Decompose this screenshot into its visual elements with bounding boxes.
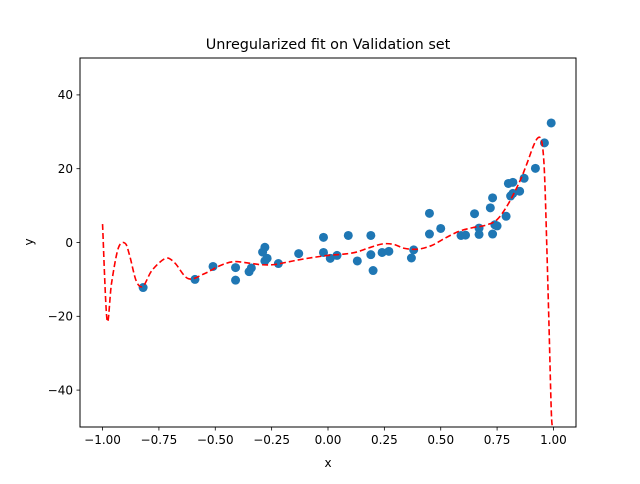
data-point xyxy=(384,246,394,256)
x-tick-label: 0.00 xyxy=(315,433,342,447)
data-point xyxy=(366,230,376,240)
data-point xyxy=(366,250,376,260)
data-point xyxy=(352,256,362,266)
y-tick-label: −20 xyxy=(48,310,73,324)
data-point xyxy=(424,208,434,218)
data-point xyxy=(508,177,518,187)
data-point xyxy=(488,193,498,203)
data-point xyxy=(492,221,502,231)
data-point xyxy=(406,253,416,263)
scatter-points xyxy=(138,118,556,293)
data-point xyxy=(519,173,529,183)
data-point xyxy=(461,230,471,240)
fit-curve xyxy=(101,136,554,427)
axis-ticks: −1.00 −0.75 −0.50 −0.25 0.00 0.25 0.50 0.75 1.00… xyxy=(48,88,567,447)
data-point xyxy=(231,263,241,273)
data-point xyxy=(318,232,328,242)
data-point xyxy=(546,118,556,128)
data-point xyxy=(488,229,498,239)
x-tick-label: 0.75 xyxy=(484,433,511,447)
data-point xyxy=(246,263,256,273)
data-point xyxy=(260,242,270,252)
data-point xyxy=(436,223,446,233)
x-tick-label: 0.50 xyxy=(427,433,454,447)
data-point xyxy=(262,253,272,263)
data-point xyxy=(501,211,511,221)
data-point xyxy=(530,163,540,173)
data-point xyxy=(294,249,304,259)
y-axis-label: y xyxy=(22,238,36,245)
chart-title: Unregularized fit on Validation set xyxy=(206,37,451,53)
data-point xyxy=(231,275,241,285)
x-axis-label: x xyxy=(324,456,331,470)
y-tick-label: 0 xyxy=(65,236,73,250)
data-point xyxy=(138,283,148,293)
plot-frame xyxy=(79,57,577,428)
data-point xyxy=(474,229,484,239)
x-tick-label: −1.00 xyxy=(84,433,121,447)
x-tick-label: −0.50 xyxy=(197,433,234,447)
data-point xyxy=(485,203,495,213)
x-tick-label: −0.25 xyxy=(253,433,290,447)
y-tick-label: 20 xyxy=(58,162,73,176)
x-tick-label: 1.00 xyxy=(540,433,567,447)
data-point xyxy=(368,266,378,276)
data-point xyxy=(318,247,328,257)
x-tick-label: 0.25 xyxy=(371,433,398,447)
data-point xyxy=(377,247,387,257)
y-tick-label: 40 xyxy=(58,88,73,102)
data-point xyxy=(470,209,480,219)
x-tick-label: −0.75 xyxy=(141,433,178,447)
data-point xyxy=(508,188,518,198)
plot-area xyxy=(101,118,556,427)
data-point xyxy=(515,186,525,196)
data-point xyxy=(273,259,283,269)
y-tick-label: −40 xyxy=(48,383,73,397)
data-point xyxy=(424,229,434,239)
data-point xyxy=(343,230,353,240)
